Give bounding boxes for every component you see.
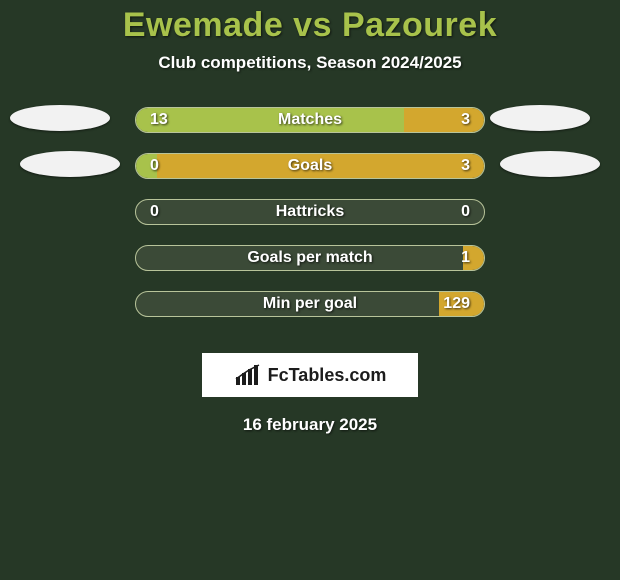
stat-row: 03Goals xyxy=(0,153,620,199)
stat-row: 0 0Hattricks xyxy=(0,199,620,245)
stat-label: Goals per match xyxy=(136,246,484,270)
stat-value-left: 0 xyxy=(150,200,159,224)
stat-bar-right-fill xyxy=(439,292,484,316)
stat-bar: 129Min per goal xyxy=(135,291,485,317)
stat-bar: 03Goals xyxy=(135,153,485,179)
stat-bar: 133Matches xyxy=(135,107,485,133)
page-subtitle: Club competitions, Season 2024/2025 xyxy=(0,53,620,73)
stat-bar-right-fill xyxy=(157,154,484,178)
page-title: Ewemade vs Pazourek xyxy=(0,0,620,45)
player-right-ellipse xyxy=(500,151,600,177)
footer-date: 16 february 2025 xyxy=(0,415,620,435)
stat-row: 1Goals per match xyxy=(0,245,620,291)
player-left-ellipse xyxy=(20,151,120,177)
player-right-ellipse xyxy=(490,105,590,131)
stat-value-right: 0 xyxy=(461,200,470,224)
player-left-ellipse xyxy=(10,105,110,131)
brand-text: FcTables.com xyxy=(268,365,387,386)
brand-plate: FcTables.com xyxy=(202,353,418,397)
bars-icon xyxy=(234,363,262,387)
stat-bar: 0 0Hattricks xyxy=(135,199,485,225)
stat-bar: 1Goals per match xyxy=(135,245,485,271)
stat-label: Min per goal xyxy=(136,292,484,316)
stat-bar-left-fill xyxy=(136,108,404,132)
stat-row: 133Matches xyxy=(0,107,620,153)
stat-label: Hattricks xyxy=(136,200,484,224)
stat-bar-right-fill xyxy=(404,108,484,132)
stat-bar-left-fill xyxy=(136,154,157,178)
stats-rows: 133Matches 03Goals 0 0Hattricks 1Goals per m… xyxy=(0,107,620,337)
stat-bar-right-fill xyxy=(463,246,484,270)
stat-row: 129Min per goal xyxy=(0,291,620,337)
